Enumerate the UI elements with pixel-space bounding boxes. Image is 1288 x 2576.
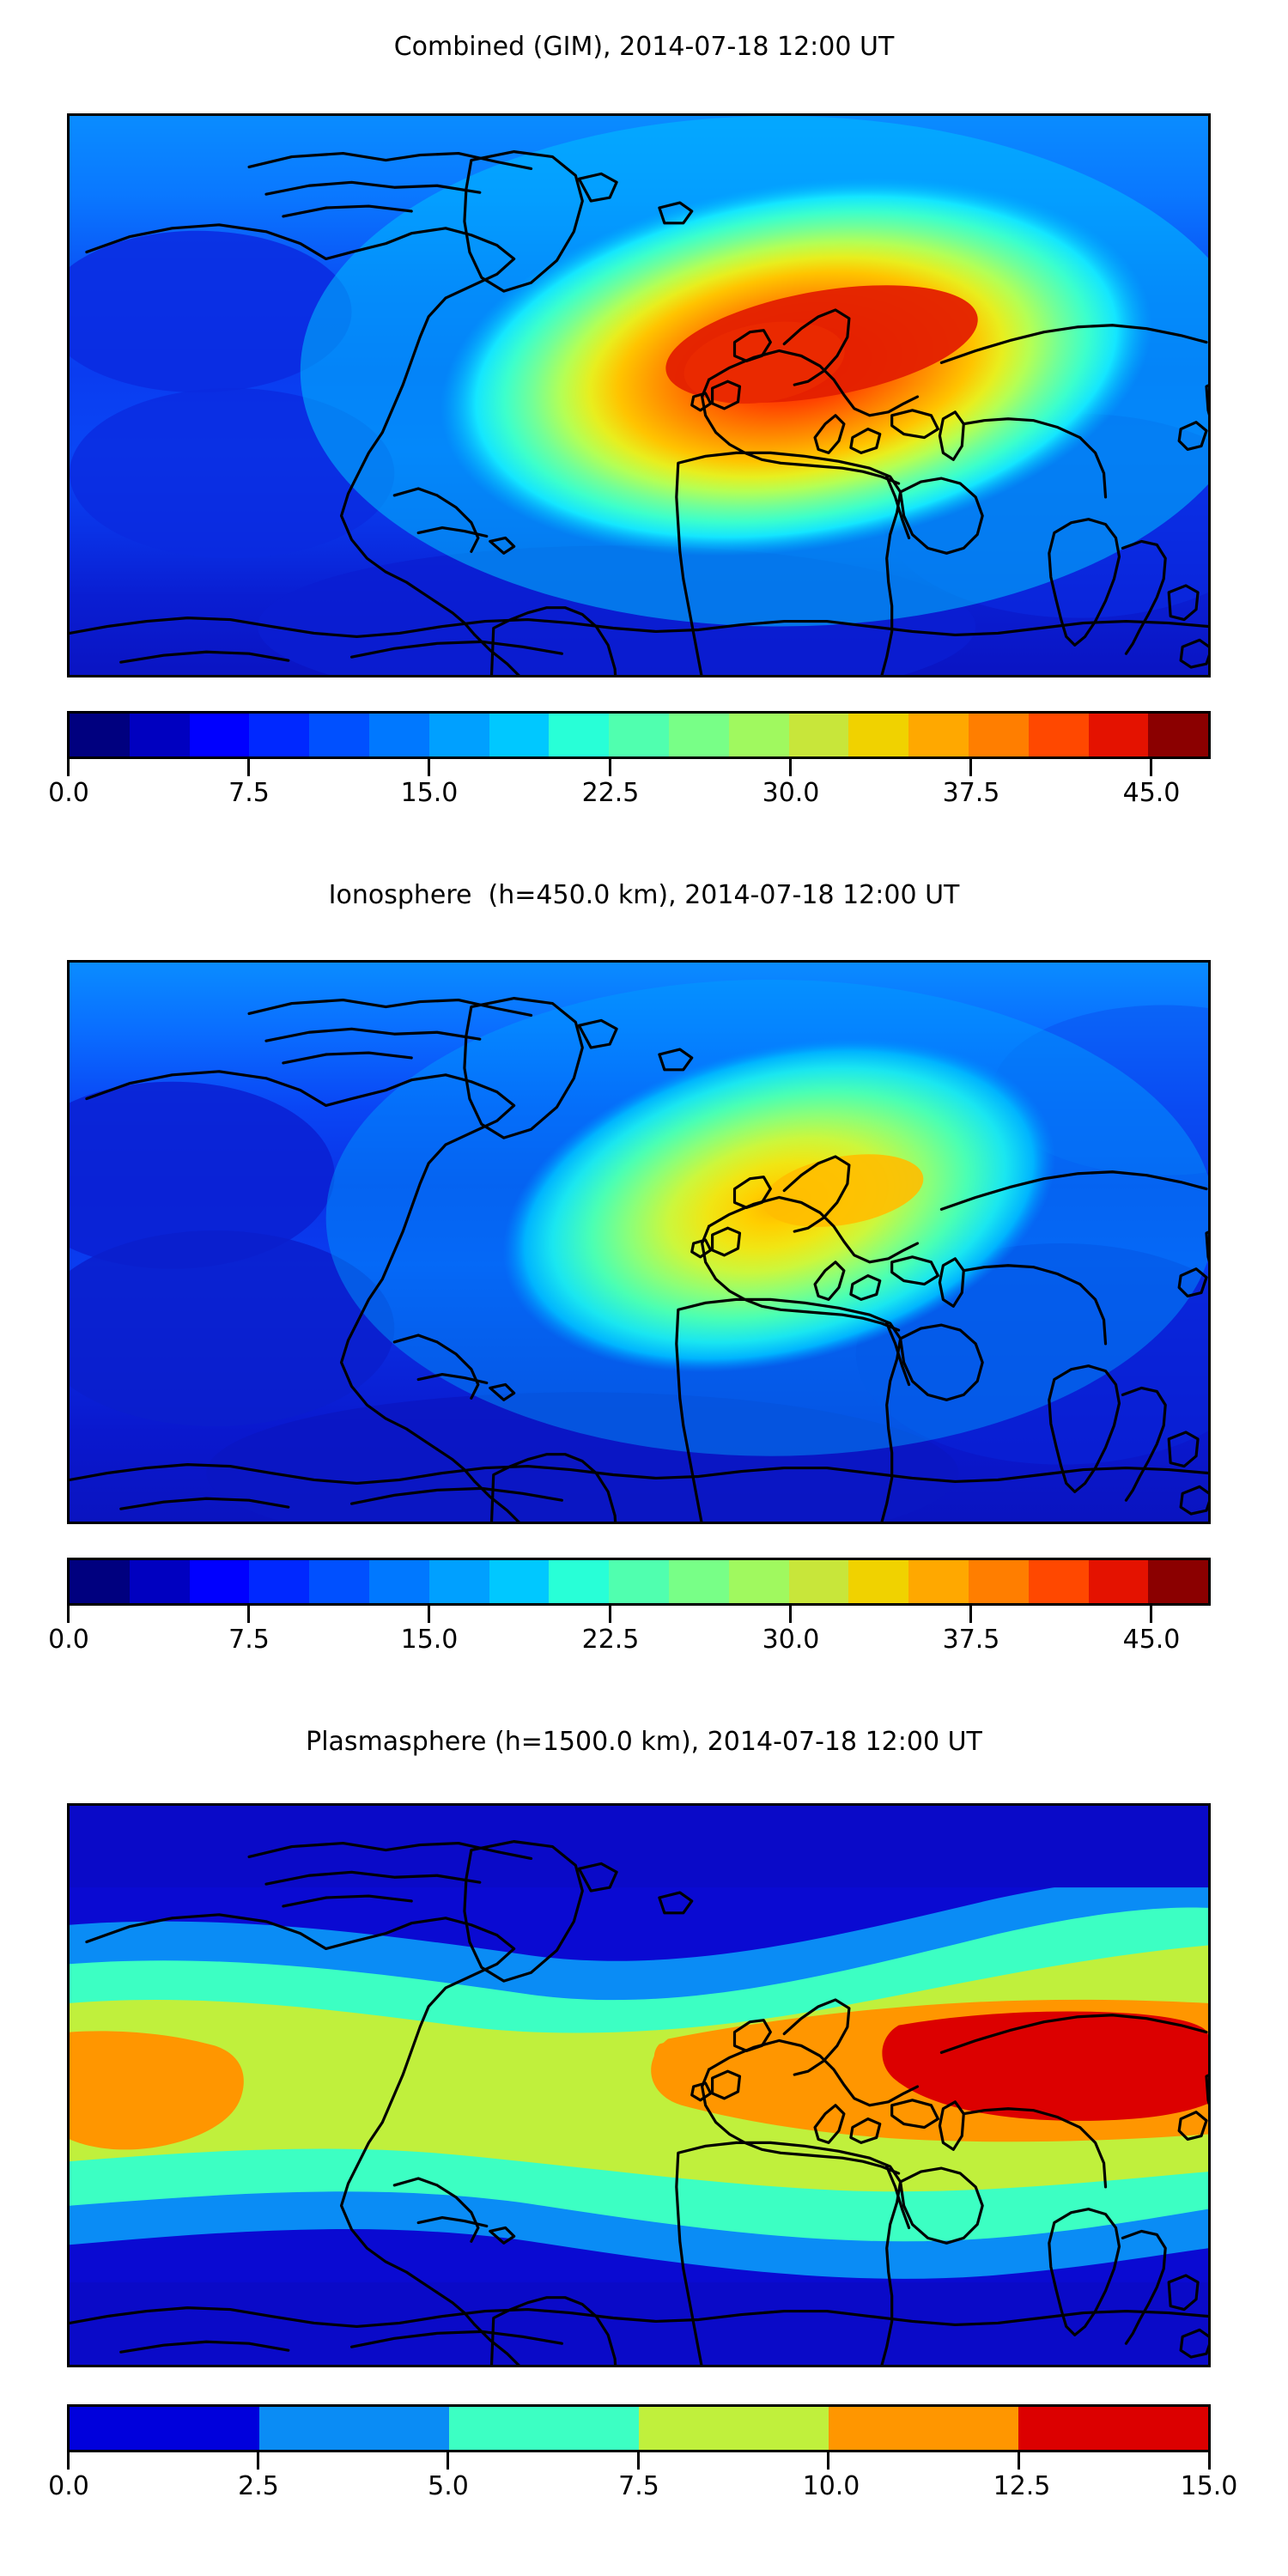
cbar3-tick-label-1: 2.5 <box>238 2471 279 2501</box>
colorbar-gradient-combined-gim <box>67 711 1211 759</box>
map-axes-ionosphere <box>67 960 1211 1524</box>
cbar1-tick-label-1: 7.5 <box>228 778 270 808</box>
cbar1-tick-label-3: 22.5 <box>581 778 640 808</box>
map-contour-ionosphere <box>70 963 1208 1522</box>
colorbar-ticks-ionosphere <box>67 1606 1211 1625</box>
cbar2-tick-label-4: 30.0 <box>762 1625 820 1655</box>
cbar1-tick-label-5: 37.5 <box>942 778 1000 808</box>
colorbar-gradient-ionosphere <box>67 1558 1211 1606</box>
colorbar-labels-plasmasphere: 0.0 2.5 5.0 7.5 10.0 12.5 15.0 <box>48 2471 1237 2509</box>
cbar3-tick-label-4: 10.0 <box>802 2471 860 2501</box>
cbar2-tick-label-1: 7.5 <box>228 1625 270 1655</box>
panel-title-plasmasphere: Plasmasphere (h=1500.0 km), 2014-07-18 1… <box>306 1727 982 1757</box>
colorbar-labels-ionosphere: 0.0 7.5 15.0 22.5 30.0 37.5 45.0 <box>48 1625 1211 1662</box>
cbar3-tick-label-0: 0.0 <box>48 2471 89 2501</box>
colorbar-ticks-combined-gim <box>67 759 1211 778</box>
cbar3-tick-label-6: 15.0 <box>1180 2471 1238 2501</box>
map-contour-plasmasphere <box>70 1806 1208 2365</box>
map-axes-plasmasphere <box>67 1803 1211 2367</box>
colorbar-combined-gim: 0.0 7.5 15.0 22.5 30.0 37.5 45.0 <box>48 711 1211 816</box>
colorbar-plasmasphere: 0.0 2.5 5.0 7.5 10.0 12.5 15.0 <box>48 2404 1237 2509</box>
colorbar-gradient-plasmasphere <box>67 2404 1211 2452</box>
cbar2-tick-label-3: 22.5 <box>581 1625 640 1655</box>
cbar1-tick-label-2: 15.0 <box>400 778 459 808</box>
colorbar-ionosphere: 0.0 7.5 15.0 22.5 30.0 37.5 45.0 <box>48 1558 1211 1662</box>
cbar2-tick-label-6: 45.0 <box>1122 1625 1181 1655</box>
cbar2-tick-label-0: 0.0 <box>48 1625 89 1655</box>
colorbar-labels-combined-gim: 0.0 7.5 15.0 22.5 30.0 37.5 45.0 <box>48 778 1211 816</box>
cbar1-tick-label-0: 0.0 <box>48 778 89 808</box>
cbar3-tick-label-5: 12.5 <box>993 2471 1051 2501</box>
cbar3-tick-label-2: 5.0 <box>428 2471 469 2501</box>
map-axes-combined-gim <box>67 113 1211 677</box>
cbar1-tick-label-4: 30.0 <box>762 778 820 808</box>
map-contour-combined-gim <box>70 116 1208 675</box>
colorbar-ticks-plasmasphere <box>67 2452 1211 2471</box>
panel-title-combined-gim: Combined (GIM), 2014-07-18 12:00 UT <box>393 32 895 62</box>
cbar1-tick-label-6: 45.0 <box>1122 778 1181 808</box>
cbar3-tick-label-3: 7.5 <box>618 2471 659 2501</box>
panel-title-ionosphere: Ionosphere (h=450.0 km), 2014-07-18 12:0… <box>328 880 960 910</box>
cbar2-tick-label-5: 37.5 <box>942 1625 1000 1655</box>
cbar2-tick-label-2: 15.0 <box>400 1625 459 1655</box>
